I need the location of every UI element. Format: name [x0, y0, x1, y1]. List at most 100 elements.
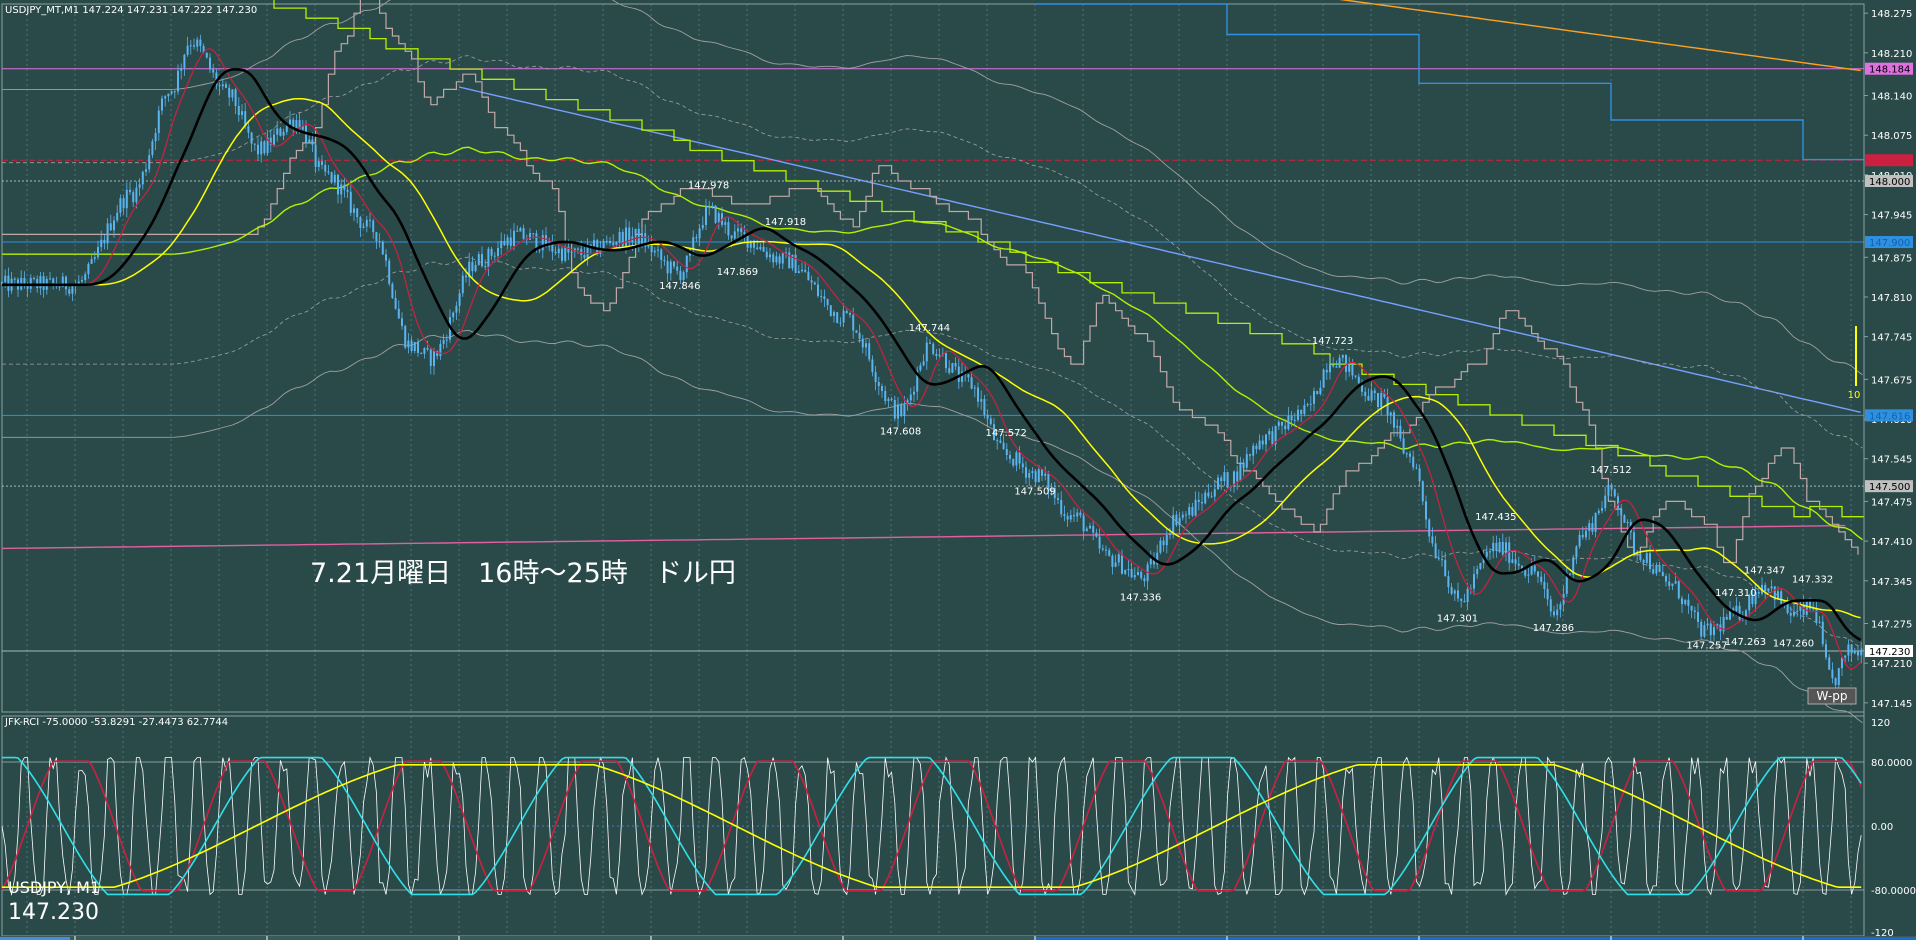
candle-body	[541, 235, 544, 251]
main-chart-panel[interactable]: 147.978 147.918 147.846 147.869 147.744 147.6…	[0, 0, 1865, 724]
candle-body	[772, 254, 775, 263]
candle-body	[269, 137, 272, 146]
candle-body	[1585, 530, 1587, 538]
candle-body	[660, 249, 663, 260]
candle-body	[1002, 442, 1005, 449]
candle-body	[397, 308, 400, 319]
candle-body	[1121, 554, 1123, 574]
price-tick-label: 147.945	[1871, 211, 1912, 222]
candle-body	[740, 228, 743, 233]
candle-body	[417, 342, 419, 353]
candle-body	[1098, 536, 1101, 549]
candle-body	[1053, 487, 1056, 499]
chart-annotation-text: 7.21月曜日 16時～25時 ドル円	[310, 558, 736, 589]
candle-body	[1319, 387, 1322, 395]
candle-body	[1405, 453, 1408, 455]
candle-body	[1092, 525, 1095, 533]
candle-body	[1453, 590, 1456, 594]
candle-body	[1581, 534, 1584, 538]
candle-body	[865, 343, 867, 348]
candle-body	[794, 254, 797, 273]
candle-body	[1185, 514, 1187, 516]
candle-body	[1143, 578, 1146, 582]
price-label: 147.572	[986, 428, 1027, 439]
candle-body	[1853, 651, 1856, 654]
candle-body	[186, 45, 189, 55]
candle-body	[337, 174, 339, 195]
candle-body	[1460, 598, 1463, 601]
candle-body	[1271, 431, 1274, 445]
candle-body	[993, 424, 995, 441]
candle-body	[801, 269, 803, 272]
candle-body	[1028, 473, 1031, 478]
candle-body	[682, 272, 685, 281]
candle-body	[378, 241, 381, 243]
candle-body	[71, 286, 74, 294]
candle-body	[1524, 570, 1527, 576]
candle-body	[1591, 523, 1594, 532]
candle-body	[151, 141, 154, 156]
candle-body	[900, 404, 903, 417]
candle-body	[244, 111, 247, 127]
candle-body	[1450, 587, 1453, 594]
candle-body	[605, 240, 608, 242]
candle-body	[897, 404, 899, 419]
candle-body	[1313, 391, 1315, 404]
candle-body	[1498, 541, 1501, 551]
candle-body	[113, 220, 115, 231]
candle-body	[241, 111, 243, 116]
candle-body	[855, 330, 858, 333]
candle-body	[1021, 463, 1024, 468]
candle-body	[481, 254, 483, 267]
candle-body	[554, 251, 557, 254]
candle-body	[925, 342, 928, 362]
candle-body	[1242, 462, 1245, 468]
candle-body	[199, 39, 202, 47]
candle-body	[1389, 412, 1392, 416]
candle-body	[1521, 565, 1523, 571]
candle-body	[1780, 591, 1783, 604]
candle-body	[298, 120, 301, 130]
candle-body	[458, 293, 461, 306]
price-tag-label: 148.000	[1869, 177, 1910, 188]
rci-indicator-panel[interactable]: 120 80.0000 0.00 -80.0000 -120	[1, 715, 1916, 939]
candle-body	[711, 205, 714, 207]
candle-body	[653, 250, 656, 253]
candle-body	[1652, 569, 1655, 574]
candle-body	[634, 228, 637, 237]
candle-body	[1345, 354, 1347, 372]
candle-body	[820, 296, 823, 298]
candle-body	[948, 368, 951, 373]
candle-body	[916, 370, 919, 392]
candle-body	[0, 281, 3, 285]
candle-body	[295, 120, 298, 129]
step-line-gray	[2, 0, 1859, 564]
candle-body	[263, 141, 266, 154]
candle-body	[33, 277, 35, 279]
candle-body	[762, 246, 765, 252]
candle-body	[743, 232, 746, 234]
candle-body	[1284, 425, 1287, 430]
candle-body	[308, 139, 311, 143]
candle-body	[1559, 604, 1562, 610]
candle-body	[749, 240, 752, 248]
price-tick-label: 147.275	[1871, 620, 1912, 631]
candle-body	[477, 254, 480, 265]
candle-body	[1101, 548, 1104, 550]
candle-body	[612, 242, 615, 245]
candle-body	[1844, 655, 1847, 658]
candle-body	[1671, 583, 1674, 586]
candle-body	[1489, 551, 1491, 553]
candle-body	[609, 240, 611, 243]
candle-body	[951, 363, 954, 373]
candle-body	[1415, 467, 1418, 469]
candle-body	[1175, 514, 1178, 526]
candle-body	[1297, 409, 1299, 420]
candle-body	[909, 394, 912, 401]
candle-body	[433, 351, 435, 366]
price-tick-label: 147.810	[1871, 293, 1912, 304]
candle-body	[225, 84, 227, 88]
candle-body	[961, 371, 963, 382]
candle-body	[129, 189, 131, 193]
